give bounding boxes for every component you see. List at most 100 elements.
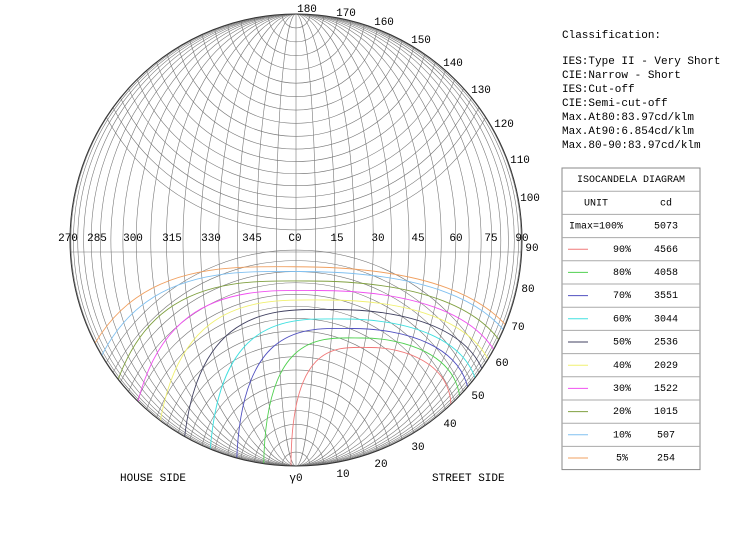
parallel (240, 14, 352, 70)
meridian (237, 14, 355, 466)
parallel (199, 14, 393, 111)
c-plane-label: 45 (411, 233, 424, 245)
gamma-label: 60 (495, 358, 508, 370)
parallel (267, 437, 325, 466)
c-plane-label: C0 (288, 233, 301, 245)
isocandela-contour (70, 266, 522, 466)
top-label: 180 (297, 4, 317, 16)
meridian (99, 14, 493, 466)
meridian (256, 14, 336, 466)
parallel (267, 14, 325, 43)
gamma-label: 30 (411, 442, 424, 454)
parallel (173, 343, 419, 466)
gamma-label: 70 (511, 322, 524, 334)
parallel (226, 14, 366, 84)
isocandela-contour (71, 271, 522, 466)
parallel (226, 396, 366, 466)
table-header: cd (660, 197, 672, 209)
c-plane-label: 300 (123, 233, 143, 245)
meridian (90, 14, 502, 466)
c-plane-label: 30 (371, 233, 384, 245)
gamma-label: 80 (521, 284, 534, 296)
meridian (150, 14, 442, 466)
top-label: 170 (336, 8, 356, 20)
gamma-label: γ0 (289, 473, 302, 485)
meridian (83, 14, 509, 466)
parallel (212, 14, 380, 97)
c-plane-label: 15 (330, 233, 343, 245)
level-label: 80% (613, 268, 631, 279)
gamma-label: 90 (525, 243, 538, 255)
meridian (77, 14, 515, 466)
top-label: 130 (471, 85, 491, 97)
parallel (148, 318, 444, 466)
isocandela-contour (99, 280, 517, 466)
level-label: 60% (613, 314, 631, 325)
classification-line: Max.At80:83.97cd/klm (562, 112, 694, 124)
parallel (90, 260, 502, 466)
meridian (200, 14, 392, 466)
cd-value: 5073 (654, 222, 678, 233)
cd-value: 3551 (654, 291, 678, 302)
table-header: UNIT (584, 198, 608, 209)
meridian (70, 14, 522, 466)
parallel (281, 451, 311, 466)
top-label: 110 (510, 155, 530, 167)
level-label: 70% (613, 291, 631, 302)
parallel (253, 424, 339, 466)
table-title: ISOCANDELA DIAGRAM (577, 175, 685, 186)
isocandela-contour (153, 299, 499, 466)
cd-value: 2536 (654, 338, 678, 349)
contours (70, 266, 522, 466)
level-label: 50% (613, 338, 631, 349)
classification-line: IES:Type II - Very Short (562, 56, 720, 68)
meridian (218, 14, 374, 466)
c-plane-label: 285 (87, 233, 107, 245)
top-label: 150 (411, 35, 431, 47)
parallel (112, 14, 480, 198)
cd-value: 254 (657, 454, 675, 465)
c-plane-label: 60 (449, 233, 462, 245)
house-side: HOUSE SIDE (120, 473, 186, 485)
isocandela-contour (126, 289, 508, 466)
meridian (135, 14, 457, 466)
gamma-label: 40 (443, 419, 456, 431)
level-label: Imax=100% (569, 222, 623, 233)
gamma-label: 10 (336, 469, 349, 481)
parallel (281, 14, 311, 29)
c-plane-label: 90 (515, 233, 528, 245)
parallel (240, 410, 352, 466)
top-label: 100 (520, 193, 540, 205)
gamma-label: 20 (374, 459, 387, 471)
gamma-label: 50 (471, 391, 484, 403)
isocandela-contour (208, 318, 480, 466)
parallel (186, 356, 406, 466)
meridian (122, 14, 470, 466)
meridian (182, 14, 410, 466)
parallel (101, 14, 491, 209)
meridian (73, 14, 519, 466)
level-label: 5% (616, 454, 628, 465)
cd-value: 2029 (654, 361, 678, 372)
classification-line: CIE:Narrow - Short (562, 70, 681, 82)
c-plane-label: 75 (484, 233, 497, 245)
parallel (123, 14, 469, 187)
cd-value: 507 (657, 430, 675, 441)
c-plane-label: 315 (162, 233, 182, 245)
cd-value: 3044 (654, 314, 678, 325)
diagram-circle (69, 13, 523, 467)
cd-value: 1522 (654, 384, 678, 395)
parallel (90, 14, 502, 220)
parallel (160, 14, 432, 150)
meridian (166, 14, 426, 466)
parallel (135, 14, 457, 175)
level-label: 20% (613, 407, 631, 418)
parallel (186, 14, 406, 124)
c-plane-label: 330 (201, 233, 221, 245)
parallel (123, 293, 469, 466)
table-border (561, 167, 701, 471)
parallel (253, 14, 339, 56)
level-label: 10% (613, 430, 631, 441)
classification-line: Max.80-90:83.97cd/klm (562, 140, 701, 152)
